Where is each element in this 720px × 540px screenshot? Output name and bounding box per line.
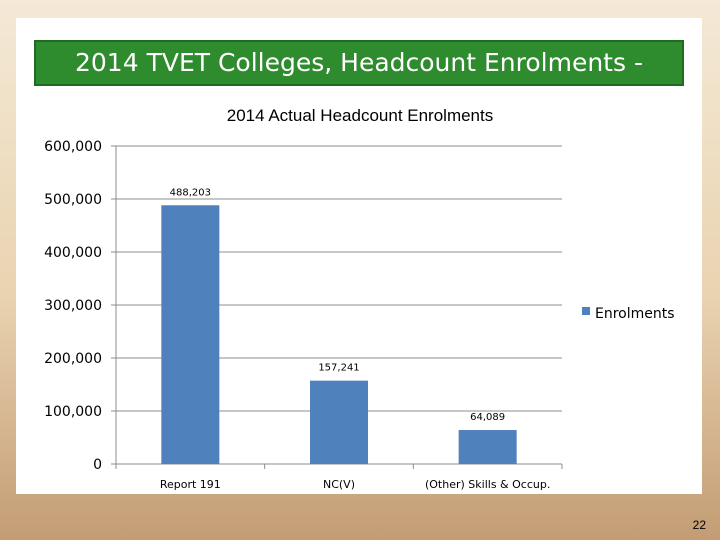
legend-label: Enrolments <box>595 306 675 322</box>
x-tick-label: (Other) Skills & Occup. <box>425 478 550 491</box>
data-label: 488,203 <box>170 187 211 198</box>
data-label: 157,241 <box>318 363 359 374</box>
data-label: 64,089 <box>470 412 505 423</box>
y-tick-label: 600,000 <box>44 139 102 155</box>
y-tick-label: 100,000 <box>44 404 102 420</box>
bar <box>161 205 220 464</box>
bar <box>310 380 368 464</box>
y-tick-label: 200,000 <box>44 351 102 367</box>
bar <box>458 430 517 464</box>
y-tick-label: 500,000 <box>44 192 102 208</box>
y-tick-label: 0 <box>93 457 102 473</box>
x-tick-label: Report 191 <box>160 478 221 491</box>
legend-swatch <box>582 307 590 315</box>
slide-title: 2014 TVET Colleges, Headcount Enrolments… <box>34 40 684 119</box>
page-number: 22 <box>692 518 706 532</box>
chart-title: 2014 Actual Headcount Enrolments <box>226 106 494 125</box>
y-tick-label: 400,000 <box>44 245 102 261</box>
y-tick-label: 300,000 <box>44 298 102 314</box>
x-tick-label: NC(V) <box>323 478 355 491</box>
